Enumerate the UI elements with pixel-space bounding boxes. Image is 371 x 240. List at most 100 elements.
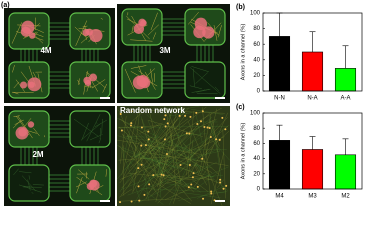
neurite	[13, 168, 19, 176]
neurite	[145, 157, 157, 168]
soma	[210, 192, 213, 195]
neurite	[177, 106, 181, 108]
soma	[140, 144, 143, 147]
soma	[187, 186, 190, 189]
neurite	[165, 160, 175, 169]
soma	[120, 129, 123, 132]
neurite	[134, 155, 164, 204]
soma	[164, 125, 167, 128]
neurite	[183, 166, 229, 186]
neurite	[100, 18, 103, 20]
soma	[188, 164, 191, 167]
neurite	[128, 172, 197, 181]
neurite	[17, 115, 33, 139]
neurite	[11, 22, 23, 44]
panel-label: (a)	[1, 2, 10, 9]
neurite	[141, 118, 157, 176]
neurite	[195, 164, 208, 186]
neurite	[156, 107, 173, 179]
neurite	[178, 191, 221, 198]
neurite	[147, 119, 203, 137]
neurite	[142, 151, 229, 166]
bar	[301, 149, 324, 190]
neurite	[122, 141, 140, 180]
neurite	[81, 123, 101, 140]
neurite	[183, 143, 220, 175]
cell-cluster	[133, 23, 145, 34]
neurite	[78, 78, 80, 85]
neurite	[99, 127, 101, 139]
neurite	[35, 32, 38, 36]
y-tick-label: 0	[257, 187, 261, 193]
soma	[144, 144, 147, 147]
neurite	[130, 65, 147, 69]
neurite	[150, 68, 153, 83]
soma	[219, 178, 222, 181]
neurite	[201, 108, 217, 173]
soma	[119, 201, 122, 204]
neurite	[129, 110, 145, 124]
neurite	[124, 68, 136, 93]
neurite	[146, 114, 202, 172]
soma	[147, 138, 150, 141]
neurite	[199, 131, 230, 158]
soma	[190, 183, 193, 186]
neurite	[145, 129, 185, 199]
bar	[334, 154, 357, 190]
y-tick-label: 60	[253, 141, 260, 147]
neurite	[118, 198, 180, 202]
image-label: 3M	[159, 46, 170, 55]
soma	[148, 183, 151, 186]
soma	[140, 163, 143, 166]
soma	[196, 123, 199, 126]
neurite	[117, 135, 203, 163]
cell-cluster	[27, 77, 42, 92]
y-tick-label: 20	[253, 171, 260, 177]
neurite	[13, 81, 20, 89]
y-tick-label: 80	[253, 126, 260, 132]
neurite	[174, 164, 220, 184]
cell-cluster	[21, 20, 35, 34]
neurite	[81, 122, 89, 141]
neurite	[143, 118, 218, 187]
y-tick-label: 60	[253, 42, 260, 48]
soma	[200, 120, 203, 123]
neurite	[124, 127, 167, 170]
neurite	[214, 86, 220, 91]
soma	[137, 167, 140, 170]
neurite	[146, 138, 159, 164]
neurite	[195, 72, 208, 84]
neurite	[176, 137, 201, 152]
neurite	[122, 134, 163, 169]
x-tick-label: A-A	[340, 96, 350, 102]
neurite	[149, 113, 159, 150]
y-axis-label: Axons in a channel (%)	[240, 123, 246, 180]
neurite	[152, 148, 193, 168]
panel-label: (b)	[236, 4, 245, 11]
neurite	[147, 24, 159, 36]
neurite	[120, 166, 145, 196]
x-tick-label: M3	[308, 194, 317, 200]
neurite	[193, 68, 195, 87]
image-label: 2M	[32, 150, 43, 159]
soma	[152, 174, 155, 177]
neurite	[75, 181, 87, 188]
neurite	[144, 145, 187, 191]
neurite	[123, 130, 136, 143]
neurite	[120, 147, 142, 202]
soma	[160, 173, 163, 176]
soma	[206, 126, 209, 129]
neurite	[192, 180, 209, 192]
neurite	[132, 142, 142, 192]
neurite	[213, 25, 218, 41]
scale-bar	[215, 97, 225, 99]
image-label: 4M	[40, 46, 51, 55]
neurite	[119, 189, 132, 198]
neurite	[121, 133, 131, 147]
neurite	[101, 118, 103, 134]
neurite	[33, 33, 44, 37]
soma	[140, 126, 143, 129]
neurite	[191, 108, 224, 115]
neurite	[132, 107, 185, 193]
scale-bar	[100, 97, 110, 99]
